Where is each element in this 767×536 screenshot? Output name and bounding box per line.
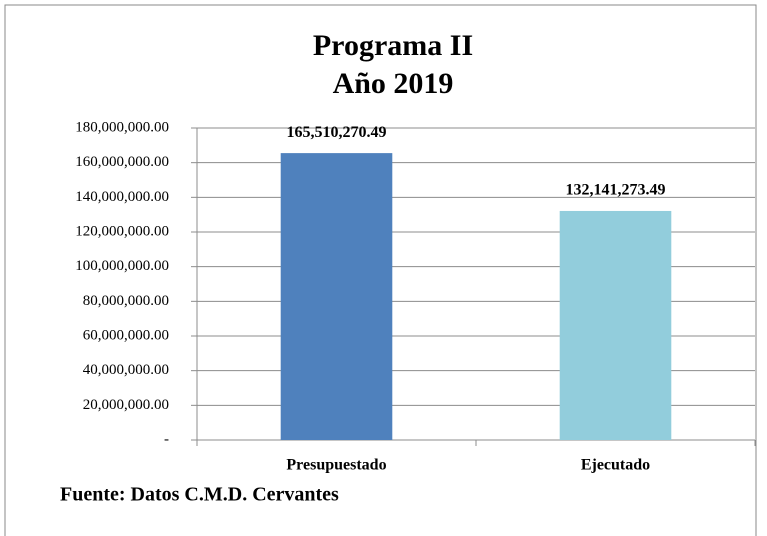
y-tick-label: 140,000,000.00: [75, 189, 169, 205]
bar: [559, 210, 672, 440]
y-tick-label: 180,000,000.00: [75, 119, 169, 135]
y-tick-label: 20,000,000.00: [83, 397, 169, 413]
value-label: 165,510,270.49: [287, 124, 387, 141]
y-tick-label: 40,000,000.00: [83, 362, 169, 378]
y-tick-label: 160,000,000.00: [75, 154, 169, 170]
y-tick-label: 80,000,000.00: [83, 293, 169, 309]
chart-title: Programa II: [313, 29, 473, 62]
chart-border: [4, 4, 757, 536]
x-tick-label: Ejecutado: [581, 457, 650, 474]
y-tick-label: 120,000,000.00: [75, 223, 169, 239]
y-tick-label: 100,000,000.00: [75, 258, 169, 274]
x-tick-label: Presupuestado: [286, 457, 386, 474]
y-tick-label: 60,000,000.00: [83, 327, 169, 343]
value-label: 132,141,273.49: [566, 182, 666, 199]
source-note: Fuente: Datos C.M.D. Cervantes: [60, 484, 339, 506]
chart-subtitle: Año 2019: [333, 67, 454, 100]
y-tick-label: -: [164, 431, 169, 447]
bar: [280, 153, 393, 440]
